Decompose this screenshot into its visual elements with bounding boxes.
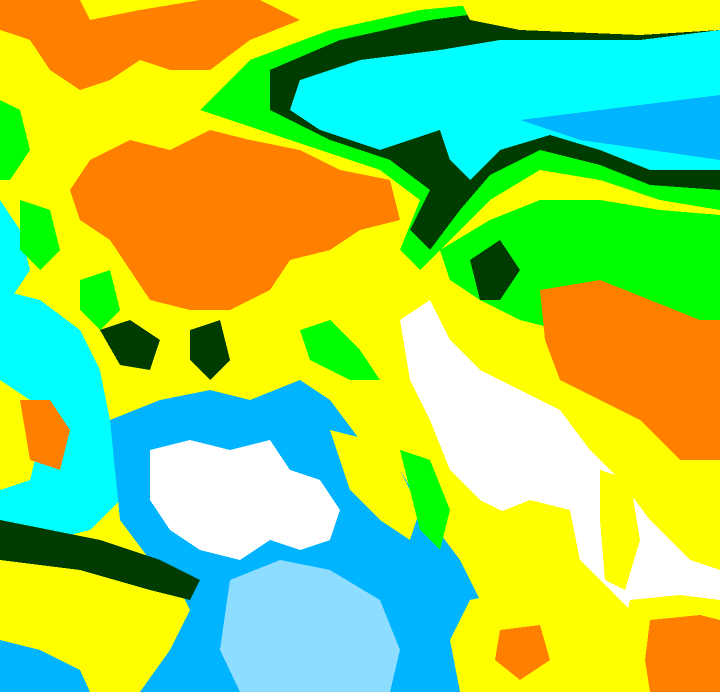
blue-region [520, 95, 720, 160]
green-region [300, 320, 380, 380]
yellow-region [600, 470, 640, 590]
white-region [220, 560, 400, 692]
green-region [20, 200, 60, 270]
green-region [0, 100, 30, 180]
green-region [80, 270, 120, 330]
white-region [150, 440, 340, 560]
orange-region [645, 615, 720, 692]
green-region [400, 450, 450, 550]
cyan-region [0, 200, 30, 300]
yellow-region [330, 430, 420, 540]
cyan-region [0, 290, 130, 540]
yellow-region [460, 0, 720, 35]
dark-green-region [100, 320, 160, 370]
dark-green-region [190, 320, 230, 380]
orange-region [70, 130, 400, 310]
dark-green-region [470, 240, 520, 300]
dark-green-region [0, 520, 200, 600]
blue-region [0, 640, 90, 692]
orange-region [495, 625, 550, 680]
orange-region [0, 0, 300, 90]
yellow-region [480, 500, 580, 620]
orange-region [20, 400, 70, 470]
orange-region [540, 280, 720, 460]
white-region [400, 300, 720, 692]
